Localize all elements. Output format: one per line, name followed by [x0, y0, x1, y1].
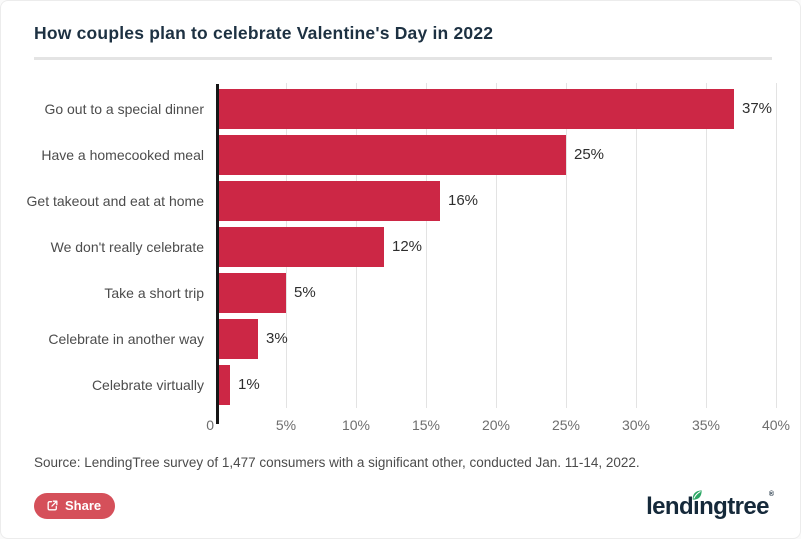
category-label: Go out to a special dinner	[44, 101, 204, 117]
bar-track: 1%	[216, 365, 800, 405]
logo-trademark: ®	[768, 491, 774, 498]
bar	[216, 319, 258, 359]
logo-letter-i: ı	[692, 490, 702, 521]
category-label: Get takeout and eat at home	[26, 193, 204, 209]
chart-row: We don't really celebrate 12%	[1, 224, 800, 270]
bar	[216, 273, 286, 313]
source-note: Source: LendingTree survey of 1,477 cons…	[34, 455, 640, 470]
gridline	[706, 83, 707, 408]
x-axis: 0 5% 10% 15% 20% 25% 30% 35% 40%	[206, 408, 800, 438]
header: How couples plan to celebrate Valentine'…	[1, 1, 800, 60]
x-tick-label: 10%	[341, 417, 371, 433]
chart-row: Take a short trip 5%	[1, 270, 800, 316]
bar-track: 5%	[216, 273, 800, 313]
gridline	[566, 83, 567, 408]
value-label: 37%	[742, 100, 773, 117]
x-tick-label: 15%	[411, 417, 441, 433]
gridline	[496, 83, 497, 408]
category-label: Take a short trip	[104, 285, 204, 301]
title-divider	[34, 57, 772, 60]
chart-row: Get takeout and eat at home 16%	[1, 178, 800, 224]
chart-row: Go out to a special dinner 37%	[1, 86, 800, 132]
x-tick-label: 30%	[621, 417, 651, 433]
value-label: 16%	[448, 192, 479, 209]
logo-text-right: ngtree	[699, 493, 769, 520]
x-tick-label: 5%	[275, 417, 297, 433]
bar-track: 12%	[216, 227, 800, 267]
footer: Share lendı ngtree®	[34, 490, 774, 521]
category-label: Have a homecooked meal	[41, 147, 204, 163]
category-label: We don't really celebrate	[50, 239, 204, 255]
category-label: Celebrate in another way	[48, 331, 204, 347]
bar-track: 16%	[216, 181, 800, 221]
value-label: 3%	[266, 330, 288, 347]
category-label: Celebrate virtually	[91, 377, 204, 393]
value-label: 1%	[238, 376, 260, 393]
share-button[interactable]: Share	[34, 493, 116, 519]
bar	[216, 135, 566, 175]
value-label: 5%	[294, 284, 316, 301]
gridline	[426, 83, 427, 408]
x-tick-label: 20%	[481, 417, 511, 433]
bar	[216, 365, 230, 405]
x-tick-label: 35%	[691, 417, 721, 433]
bar-chart: Go out to a special dinner 37% Have a home…	[1, 83, 800, 438]
value-label: 12%	[392, 238, 423, 255]
bar	[216, 89, 734, 129]
bar	[216, 181, 440, 221]
logo-text-left: lend	[646, 493, 694, 520]
bar	[216, 227, 384, 267]
bar-track: 3%	[216, 319, 800, 359]
chart-title: How couples plan to celebrate Valentine'…	[34, 23, 494, 43]
value-label: 25%	[574, 146, 605, 163]
chart-plot-area: Go out to a special dinner 37% Have a home…	[1, 83, 800, 424]
gridline	[776, 83, 777, 408]
leaf-icon	[690, 481, 704, 509]
lendingtree-logo: lendı ngtree®	[646, 490, 774, 521]
gridline	[636, 83, 637, 408]
chart-rows: Go out to a special dinner 37% Have a home…	[1, 86, 800, 408]
bar-track: 25%	[216, 135, 800, 175]
bar-track: 37%	[216, 89, 800, 129]
chart-row: Have a homecooked meal 25%	[1, 132, 800, 178]
share-icon	[46, 499, 59, 512]
x-tick-label: 40%	[761, 417, 791, 433]
chart-row: Celebrate in another way 3%	[1, 316, 800, 362]
share-button-label: Share	[65, 498, 102, 513]
x-tick-label: 25%	[551, 417, 581, 433]
x-tick-label: 0	[206, 417, 215, 433]
y-axis-line	[216, 84, 219, 424]
chart-row: Celebrate virtually 1%	[1, 362, 800, 408]
